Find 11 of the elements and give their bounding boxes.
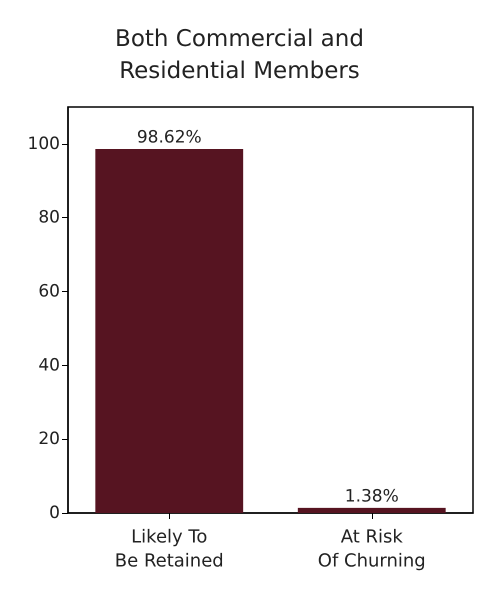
y-tick-label: 40: [38, 355, 60, 376]
data-label: 1.38%: [344, 486, 399, 506]
y-tick-label: 60: [38, 282, 60, 302]
y-tick-label: 80: [38, 208, 60, 228]
y-tick-label: 20: [38, 429, 60, 450]
chart-title: Both Commercial and Residential Members: [115, 26, 364, 84]
x-tick-label: At Risk Of Churning: [318, 526, 426, 572]
data-label: 98.62%: [136, 128, 202, 148]
x-tick-label: Likely To Be Retained: [114, 526, 224, 572]
y-tick-label: 100: [28, 134, 60, 154]
y-tick-label: 0: [49, 503, 60, 523]
